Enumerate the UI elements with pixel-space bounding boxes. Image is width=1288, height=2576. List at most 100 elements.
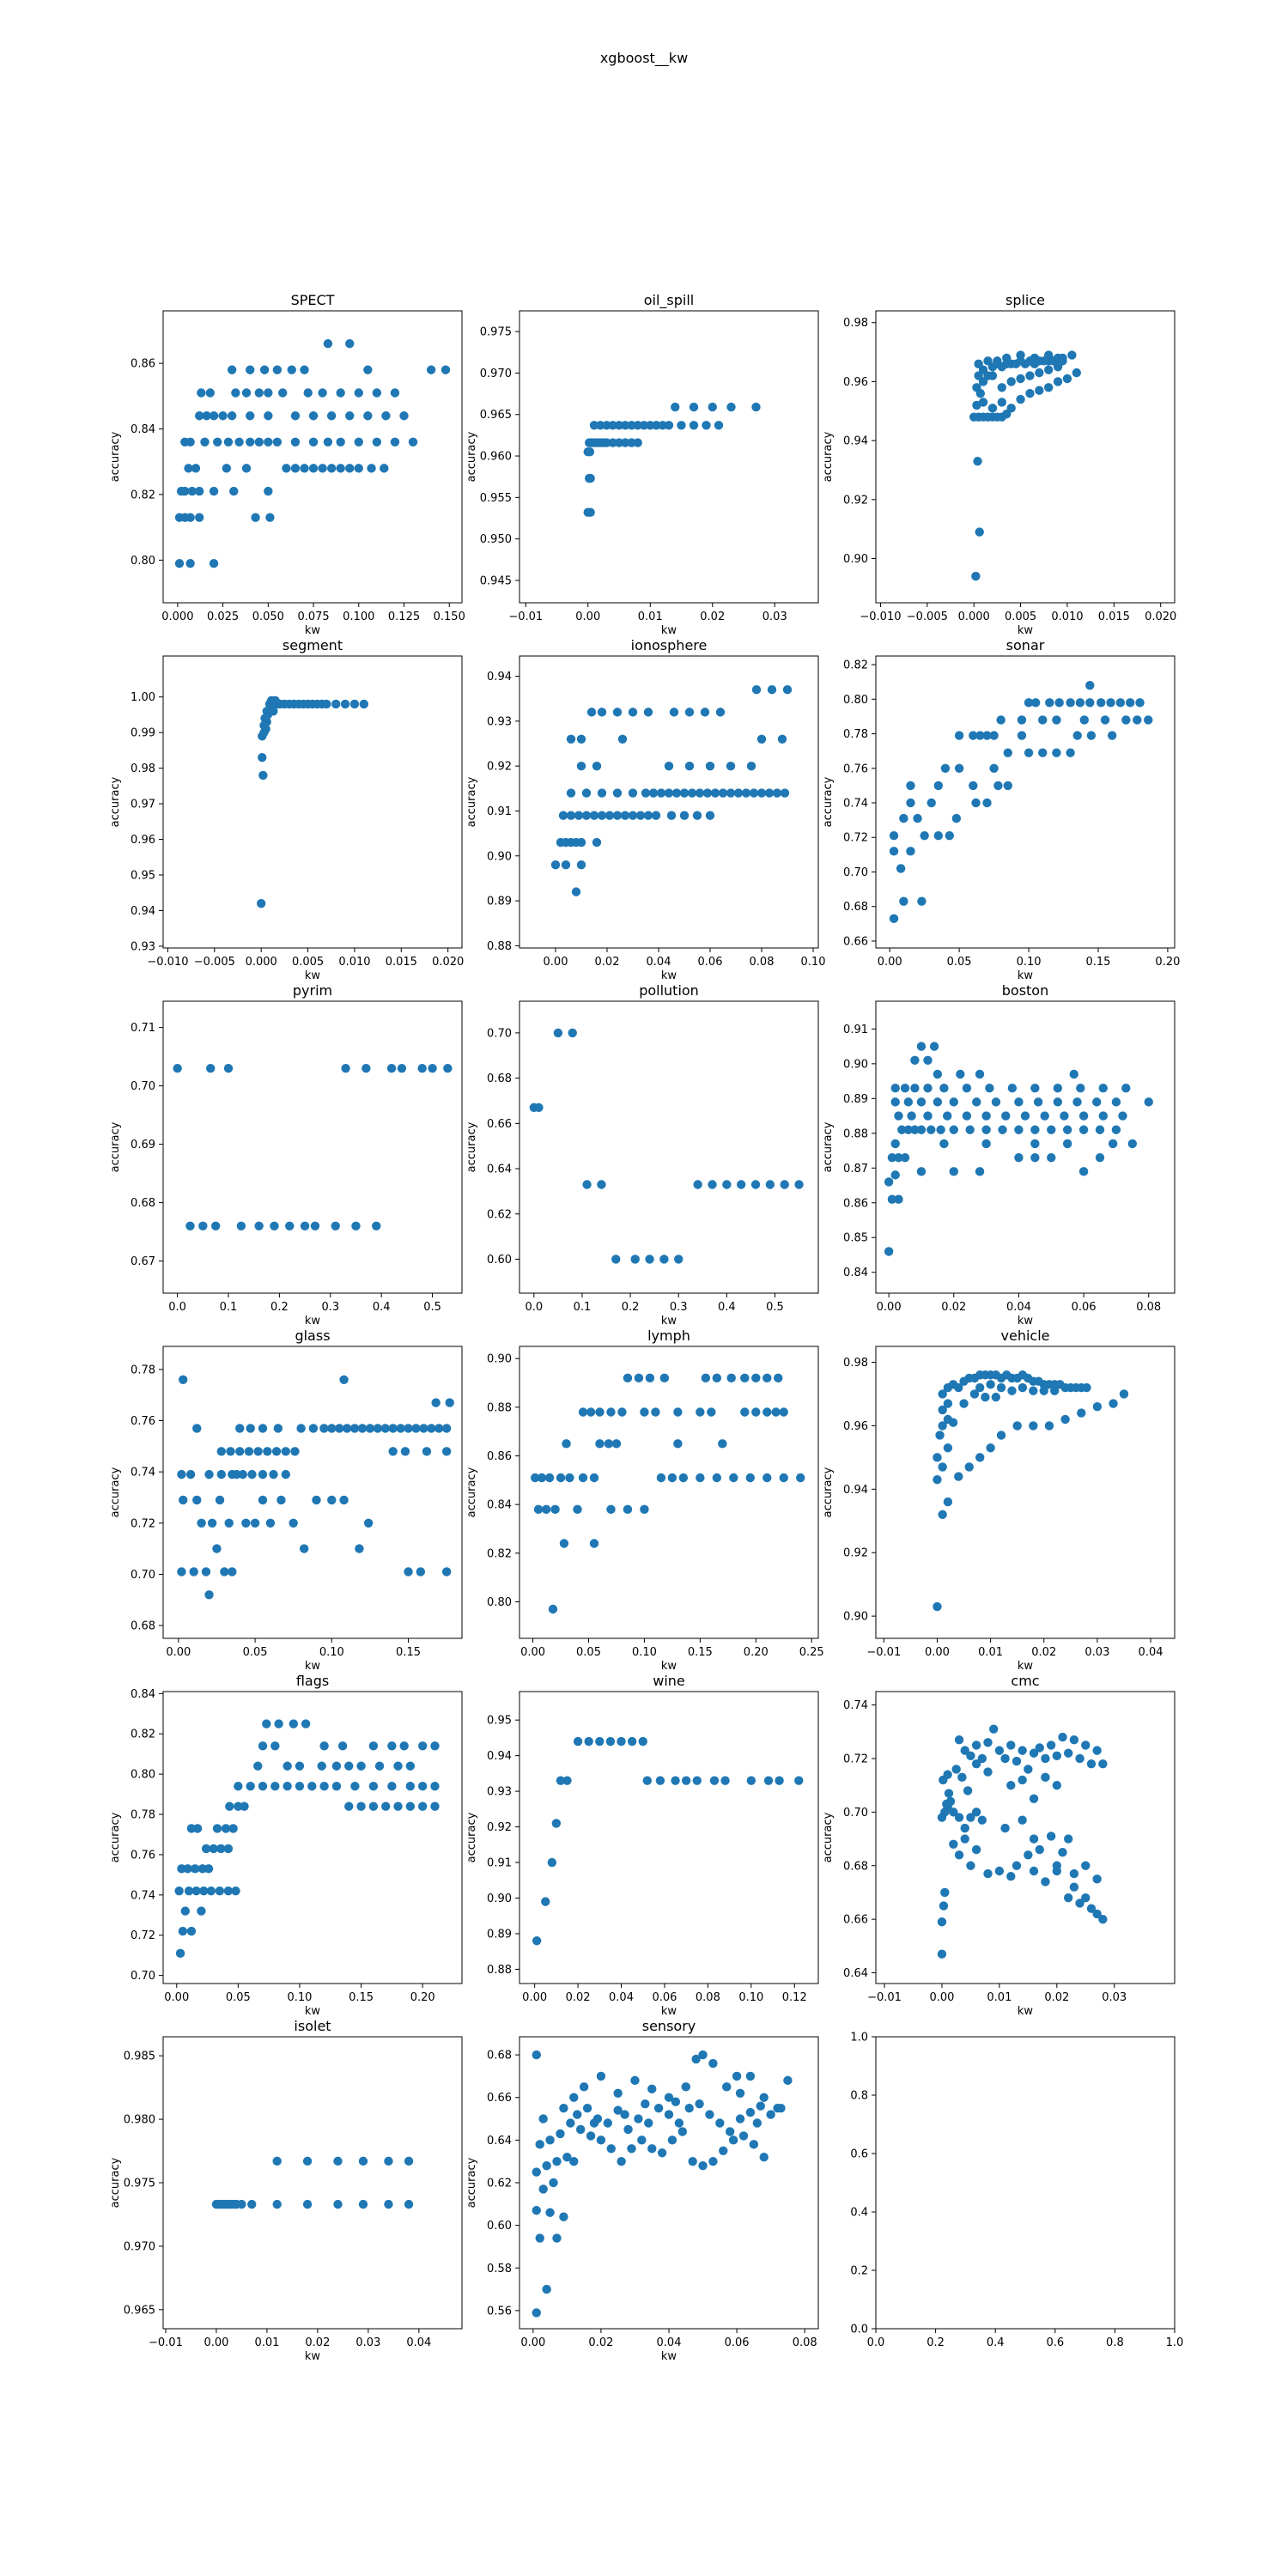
- data-point: [586, 1407, 596, 1417]
- data-point: [1030, 1152, 1040, 1163]
- data-point: [1078, 1167, 1089, 1176]
- x-tick-label: −0.010: [860, 611, 901, 623]
- data-point: [202, 411, 211, 421]
- y-tick-label: 0.82: [843, 659, 868, 672]
- data-point: [917, 896, 927, 906]
- data-point: [307, 1782, 317, 1791]
- x-tick-label: 0.100: [343, 611, 374, 623]
- data-point: [949, 1167, 958, 1176]
- points-segment: [256, 696, 369, 908]
- y-tick-label: 0.72: [131, 1517, 155, 1530]
- x-tick-label: 0.15: [349, 1991, 374, 2004]
- data-point: [204, 1864, 214, 1874]
- data-point: [1072, 1097, 1082, 1107]
- data-point: [318, 388, 327, 398]
- y-tick-label: 0.94: [487, 1750, 512, 1763]
- y-tick-label: 0.94: [843, 435, 868, 448]
- data-point: [576, 860, 586, 870]
- data-point: [933, 1453, 942, 1462]
- data-point: [943, 1770, 952, 1779]
- data-point: [1024, 748, 1034, 757]
- subplot-title: sensory: [642, 2018, 696, 2034]
- data-point: [975, 1167, 985, 1176]
- data-point: [426, 365, 436, 374]
- data-point: [1058, 353, 1067, 363]
- data-point: [1043, 383, 1054, 392]
- data-point: [381, 1801, 391, 1811]
- data-point: [532, 2167, 541, 2177]
- data-point: [938, 1510, 947, 1520]
- subplot-title: pyrim: [293, 982, 332, 999]
- data-point: [174, 1886, 184, 1896]
- data-point: [323, 437, 333, 447]
- data-point: [339, 1375, 349, 1384]
- data-point: [254, 1221, 264, 1231]
- data-point: [767, 685, 777, 695]
- data-point: [538, 2184, 548, 2194]
- data-point: [399, 1741, 409, 1751]
- data-point: [718, 1439, 727, 1449]
- data-point: [916, 1042, 927, 1051]
- y-tick-label: 1.0: [850, 2032, 868, 2044]
- x-axis-label: kw: [305, 2005, 321, 2018]
- data-point: [648, 788, 659, 798]
- data-point: [1098, 1759, 1108, 1769]
- y-tick-label: 0.60: [487, 1254, 512, 1267]
- axes-frame: [162, 1000, 463, 1294]
- y-tick-label: 0.58: [487, 2263, 512, 2275]
- data-point: [532, 2308, 541, 2318]
- points-vehicle: [933, 1370, 1129, 1612]
- data-point: [991, 1392, 1001, 1402]
- data-point: [559, 1539, 569, 1548]
- data-point: [900, 1083, 910, 1093]
- data-point: [441, 1424, 452, 1433]
- data-point: [894, 1111, 903, 1121]
- data-point: [262, 1719, 271, 1728]
- y-tick-label: 0.86: [131, 358, 155, 371]
- data-point: [585, 447, 595, 457]
- y-axis-label: accuracy: [465, 1812, 478, 1862]
- data-point: [326, 464, 337, 473]
- data-point: [1079, 715, 1089, 725]
- data-point: [759, 2153, 769, 2162]
- y-tick-label: 0.88: [487, 1964, 512, 1977]
- points-oil-spill: [583, 402, 761, 517]
- y-tick-label: 0.76: [843, 762, 868, 775]
- data-point: [896, 864, 906, 873]
- data-point: [532, 2050, 541, 2060]
- data-point: [419, 1424, 428, 1433]
- data-point: [1063, 1834, 1073, 1844]
- data-point: [344, 1801, 354, 1811]
- data-point: [693, 1180, 702, 1189]
- data-point: [216, 1447, 227, 1456]
- data-point: [290, 1447, 300, 1456]
- data-point: [283, 1782, 292, 1791]
- data-point: [1062, 1125, 1072, 1134]
- data-point: [916, 1167, 927, 1176]
- data-point: [1052, 1780, 1062, 1790]
- data-point: [186, 1824, 197, 1833]
- data-point: [621, 438, 630, 447]
- data-point: [597, 788, 607, 798]
- data-point: [576, 761, 586, 771]
- data-point: [906, 798, 915, 808]
- data-point: [702, 421, 711, 430]
- data-point: [635, 811, 646, 820]
- data-point: [771, 1407, 781, 1417]
- points-glass: [177, 1375, 454, 1600]
- data-point: [963, 1786, 973, 1795]
- data-point: [197, 388, 206, 398]
- x-tick-label: 0.8: [1106, 2336, 1124, 2349]
- data-point: [763, 1776, 774, 1785]
- data-point: [1097, 698, 1106, 708]
- y-tick-label: 0.70: [131, 1569, 155, 1582]
- data-point: [1038, 715, 1048, 725]
- data-point: [939, 1083, 949, 1093]
- data-point: [1118, 1111, 1127, 1121]
- data-point: [238, 1469, 247, 1479]
- data-point: [1144, 1097, 1153, 1107]
- x-tick-label: 0.00: [929, 1991, 954, 2004]
- x-tick-label: 0.075: [297, 611, 329, 623]
- data-point: [1058, 1847, 1067, 1857]
- data-point: [191, 464, 201, 473]
